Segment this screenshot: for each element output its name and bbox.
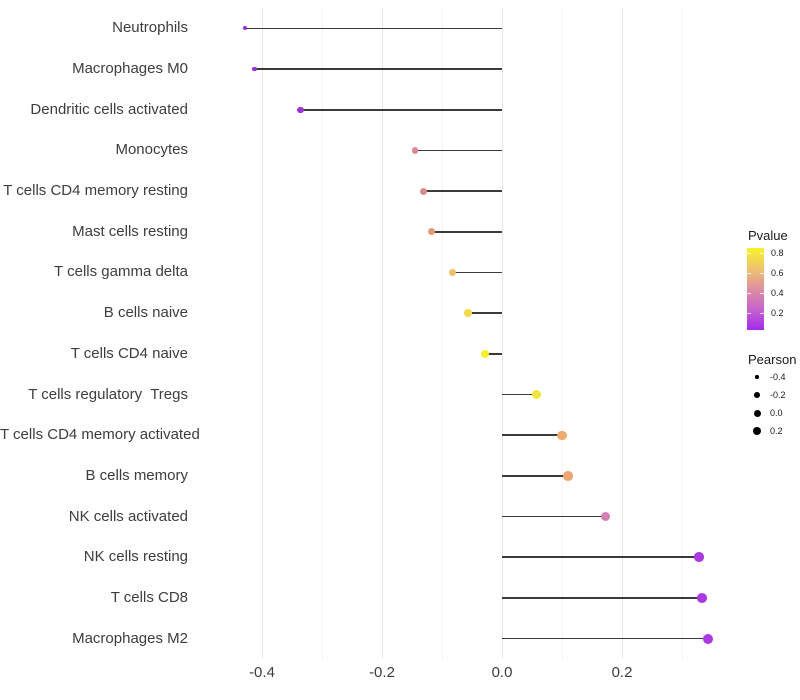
lollipop-stick	[415, 149, 502, 152]
lollipop-stick	[485, 353, 502, 355]
colorbar-tick	[760, 293, 764, 294]
y-axis-label: B cells naive	[103, 304, 188, 322]
y-axis-label: Macrophages M2	[72, 629, 188, 647]
lollipop-stick	[502, 556, 699, 559]
x-axis-tick-label: 0.0	[491, 664, 513, 681]
gridline-minor	[441, 8, 443, 659]
lollipop-dot	[694, 552, 704, 563]
size-legend-label: -0.2	[770, 390, 786, 400]
lollipop-stick	[467, 312, 502, 314]
y-axis-label: NK cells resting	[83, 548, 188, 566]
y-axis-label: Monocytes	[115, 141, 188, 159]
lollipop-dot	[419, 187, 427, 195]
y-axis-labels: Neutrophils Macrophages M0 Dendritic cells…	[0, 8, 200, 659]
y-axis-label: Dendritic cells activated	[30, 100, 188, 118]
colorbar-tick-label: 0.4	[771, 288, 784, 298]
size-legend-label: 0.2	[770, 426, 783, 436]
lollipop-dot	[600, 511, 610, 522]
gridline-major	[501, 8, 503, 659]
size-legend-dot	[753, 409, 761, 417]
y-axis-label: Neutrophils	[112, 19, 188, 37]
lollipop-dot	[411, 147, 419, 154]
lollipop-dot	[563, 471, 573, 481]
y-axis-label: Mast cells resting	[72, 222, 188, 240]
lollipop-dot	[480, 349, 490, 359]
colorbar-tick	[760, 313, 764, 314]
lollipop-stick	[300, 108, 502, 111]
lollipop-stick	[423, 190, 502, 192]
lollipop-dot	[696, 593, 707, 603]
pearson-legend-title: Pearson	[748, 352, 797, 367]
x-axis-tick-label: -0.2	[369, 664, 395, 681]
lollipop-dot	[243, 26, 248, 31]
x-axis-tick-label: -0.4	[249, 664, 275, 681]
lollipop-stick	[502, 515, 606, 518]
gridline-major	[381, 8, 383, 659]
lollipop-stick	[452, 271, 502, 274]
lollipop-stick	[254, 68, 502, 70]
y-axis-label: T cells CD4 memory activated	[0, 426, 200, 444]
size-legend-dot	[754, 392, 760, 398]
y-axis-label: T cells CD4 memory resting	[3, 182, 188, 200]
colorbar-tick	[747, 293, 751, 294]
lollipop-stick	[502, 637, 708, 640]
plot-panel	[222, 8, 731, 659]
lollipop-dot	[464, 309, 472, 317]
gridline-minor	[681, 8, 683, 659]
y-axis-label: T cells regulatory Tregs	[28, 385, 188, 403]
colorbar-tick	[747, 253, 751, 254]
colorbar-tick	[760, 253, 764, 254]
lollipop-stick	[245, 27, 502, 30]
x-axis-tick-label: 0.2	[611, 664, 633, 681]
y-axis-label: T cells gamma delta	[54, 263, 188, 281]
lollipop-dot	[427, 228, 435, 236]
y-axis-label: B cells memory	[85, 466, 188, 484]
gridline-minor	[561, 8, 563, 659]
lollipop-stick	[502, 597, 702, 599]
lollipop-stick	[431, 230, 502, 233]
y-axis-label: T cells CD8	[110, 588, 188, 606]
lollipop-dot	[532, 390, 542, 400]
y-axis-label: Macrophages M0	[72, 60, 188, 78]
colorbar-tick-label: 0.6	[771, 268, 784, 278]
gridline-major	[261, 8, 263, 659]
y-axis-label: NK cells activated	[68, 507, 188, 525]
colorbar-tick-label: 0.8	[771, 248, 784, 258]
pvalue-legend-title: Pvalue	[748, 228, 788, 243]
y-axis-label: T cells CD4 naive	[70, 344, 188, 362]
lollipop-dot	[702, 633, 713, 644]
colorbar-tick	[747, 273, 751, 274]
lollipop-stick	[502, 434, 562, 436]
size-legend-dot	[753, 427, 761, 435]
gridline-major	[621, 8, 623, 659]
lollipop-dot	[297, 106, 304, 113]
lollipop-dot	[557, 430, 567, 440]
lollipop-stick	[502, 475, 568, 477]
colorbar-tick	[760, 273, 764, 274]
pvalue-colorbar	[747, 248, 764, 330]
size-legend-label: -0.4	[770, 372, 786, 382]
size-legend-label: 0.0	[770, 408, 783, 418]
size-legend-dot	[755, 375, 759, 379]
lollipop-stick	[502, 393, 537, 396]
colorbar-tick	[747, 313, 751, 314]
lollipop-dot	[448, 268, 456, 277]
colorbar-tick-label: 0.2	[771, 308, 784, 318]
lollipop-dot	[252, 66, 258, 72]
gridline-minor	[321, 8, 323, 659]
